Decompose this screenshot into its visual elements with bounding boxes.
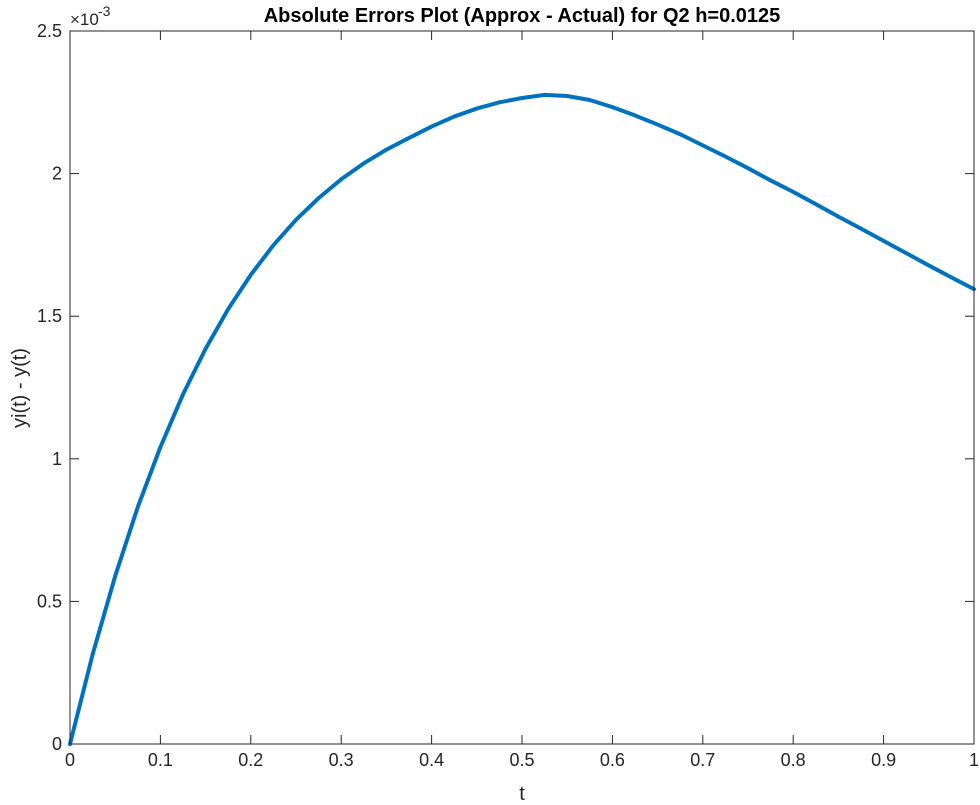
y-tick-label: 1 xyxy=(52,449,62,469)
y-tick-label: 0 xyxy=(52,734,62,754)
y-axis-label: yi(t) - y(t) xyxy=(9,348,31,428)
x-tick-label: 1 xyxy=(969,750,979,770)
y-exponent-base: ×10 xyxy=(70,10,99,29)
x-tick-label: 0.3 xyxy=(329,750,354,770)
x-tick-label: 0.6 xyxy=(600,750,625,770)
x-tick-label: 0.7 xyxy=(690,750,715,770)
x-tick-label: 0 xyxy=(65,750,75,770)
x-tick-label: 0.8 xyxy=(781,750,806,770)
x-tick-label: 0.5 xyxy=(509,750,534,770)
plot-area xyxy=(70,31,974,744)
chart-title: Absolute Errors Plot (Approx - Actual) f… xyxy=(264,5,781,27)
y-tick-label: 1.5 xyxy=(37,306,62,326)
plot-frame xyxy=(69,30,975,745)
y-exponent-power: -3 xyxy=(98,3,111,19)
x-tick-label: 0.2 xyxy=(238,750,263,770)
x-tick-label: 0.4 xyxy=(419,750,444,770)
x-ticks: 0 0.1 0.2 0.3 0.4 0.5 0.6 0.7 0.8 0.9 1 xyxy=(65,31,979,770)
y-tick-label: 0.5 xyxy=(37,591,62,611)
x-axis-label: t xyxy=(519,783,525,805)
series-line xyxy=(68,92,976,746)
y-tick-label: 2 xyxy=(52,164,62,184)
y-tick-label: 2.5 xyxy=(37,21,62,41)
x-tick-label: 0.1 xyxy=(148,750,173,770)
x-tick-label: 0.9 xyxy=(871,750,896,770)
series-layer xyxy=(68,92,976,746)
